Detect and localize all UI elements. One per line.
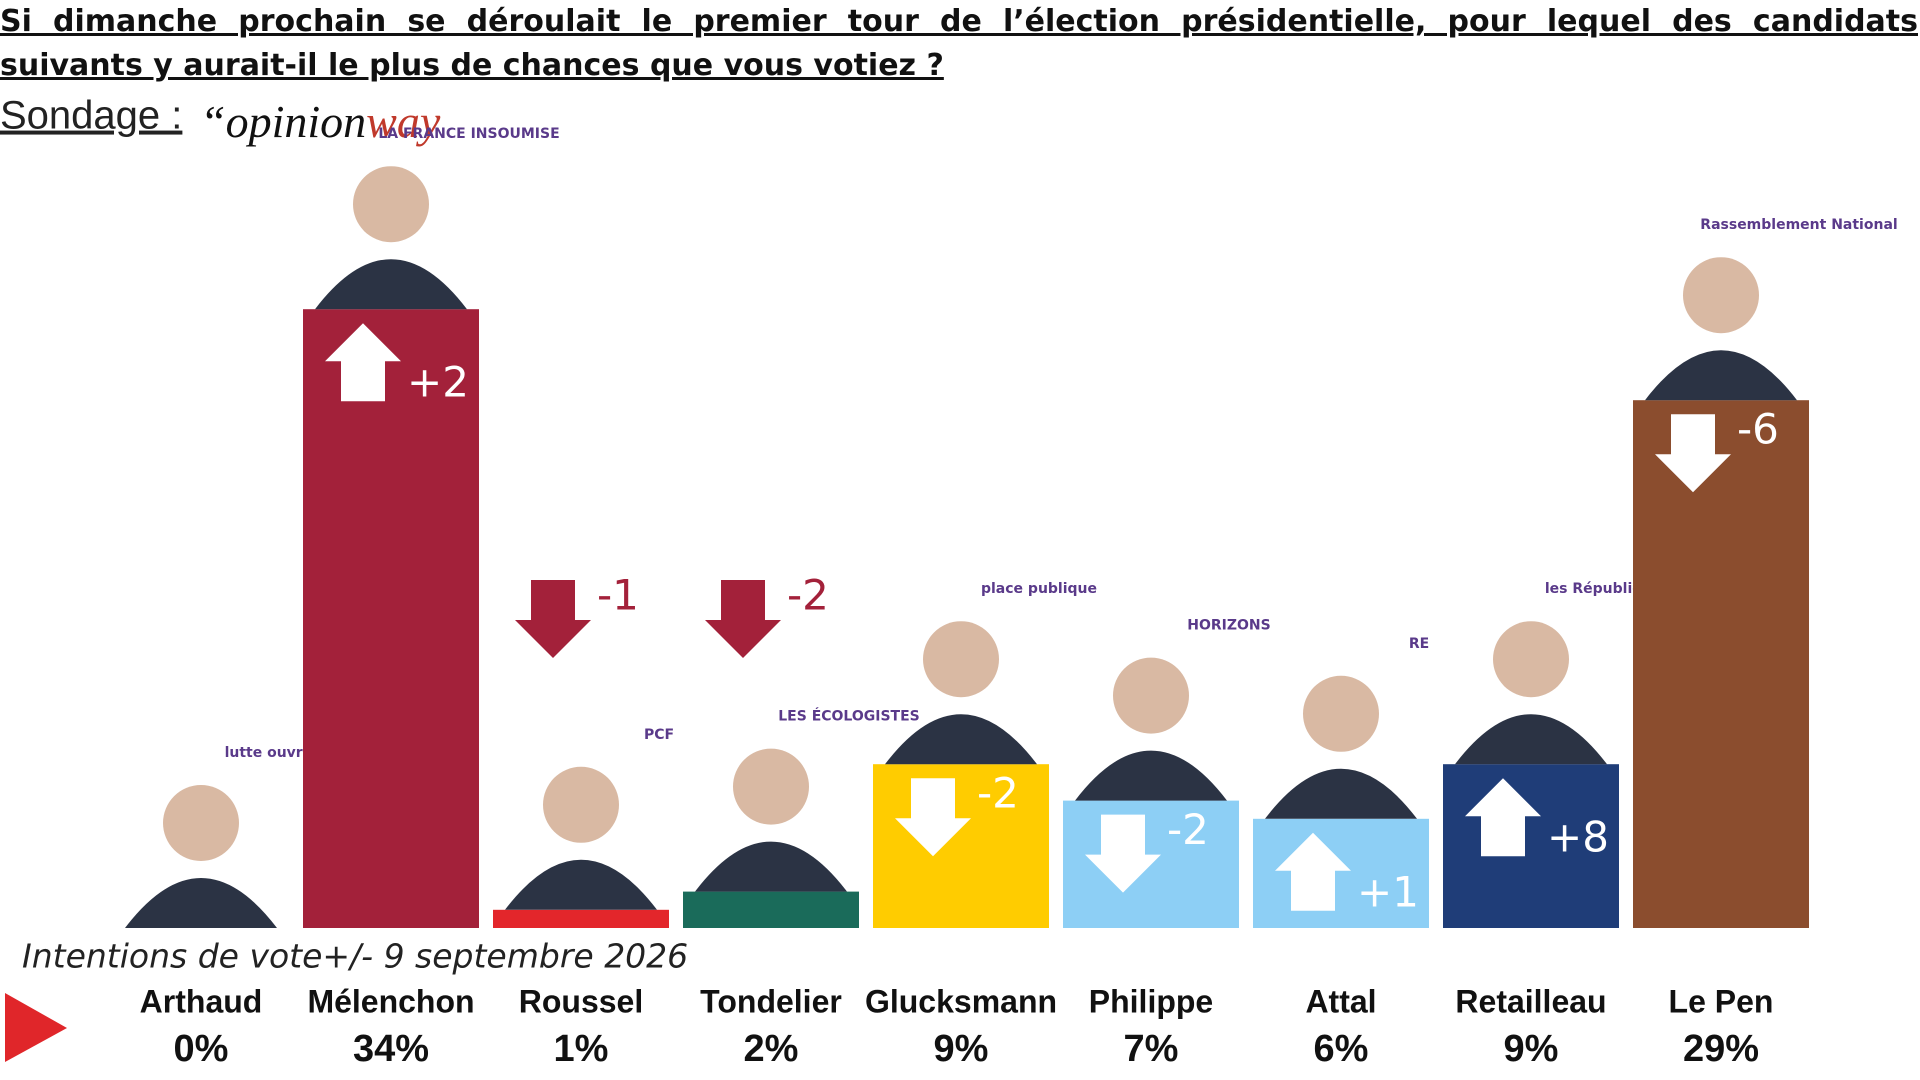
party-logo: place publique: [981, 581, 1097, 597]
value-label: 9%: [1504, 1028, 1559, 1070]
change-arrow: [515, 580, 591, 658]
candidate-body: [1265, 768, 1417, 819]
change-label: -2: [787, 571, 829, 620]
brand-part: way: [366, 96, 441, 147]
party-logo: LES ÉCOLOGISTES: [778, 708, 919, 725]
change-arrow: [1465, 778, 1541, 857]
candidate-body: [1645, 350, 1797, 401]
party-logo: LA FRANCE INSOUMISE: [378, 126, 559, 142]
candidate-head: [163, 785, 239, 861]
change-label: +8: [1547, 813, 1609, 862]
value-label: 7%: [1124, 1028, 1179, 1070]
x-tick-label: Arthaud: [140, 983, 263, 1019]
chart-title: Si dimanche prochain se déroulait le pre…: [0, 4, 1918, 83]
candidate-head: [543, 766, 619, 843]
party-logo: PCF: [644, 727, 674, 743]
brand: “opinionway: [200, 96, 441, 147]
change-label: +1: [1357, 867, 1419, 916]
candidate-head: [353, 166, 429, 243]
x-tick-label: Mélenchon: [307, 983, 474, 1019]
candidate-body: [1075, 750, 1227, 801]
candidate-body: [1455, 714, 1607, 765]
change-label: -2: [977, 769, 1019, 818]
x-tick-label: Philippe: [1089, 983, 1213, 1019]
change-label: -2: [1167, 805, 1209, 854]
value-label: 6%: [1314, 1028, 1369, 1070]
change-arrow: [1275, 832, 1351, 911]
x-tick-label: Glucksmann: [865, 983, 1057, 1019]
change-arrow: [895, 778, 971, 857]
bar: [683, 891, 859, 928]
candidate-head: [1113, 657, 1189, 734]
value-label: 9%: [934, 1028, 989, 1070]
bar: [303, 309, 479, 928]
candidate-body: [125, 878, 277, 928]
candidate-body: [315, 259, 467, 310]
value-label: 0%: [174, 1028, 229, 1070]
value-label: 1%: [554, 1028, 609, 1070]
bar: [1443, 764, 1619, 928]
x-tick-label: Le Pen: [1669, 983, 1774, 1019]
party-logo: Rassemblement National: [1700, 217, 1897, 233]
play-icon: [5, 993, 67, 1062]
x-tick-label: Roussel: [519, 983, 643, 1019]
bar: [1633, 400, 1809, 928]
bar: [493, 909, 669, 928]
candidate-body: [505, 859, 657, 910]
bar: [1253, 818, 1429, 928]
x-tick-label: Attal: [1305, 983, 1376, 1019]
candidate-head: [733, 748, 809, 825]
bar: [873, 764, 1049, 928]
candidate-head: [1493, 621, 1569, 698]
x-tick-label: Retailleau: [1455, 983, 1606, 1019]
change-label: -1: [597, 571, 639, 620]
change-label: -6: [1737, 405, 1779, 454]
footnote: Intentions de vote+/- 9 septembre 2026: [22, 937, 688, 976]
candidate-head: [1303, 675, 1379, 752]
value-label: 34%: [353, 1028, 429, 1070]
candidate-head: [923, 621, 999, 698]
change-arrow: [1085, 814, 1161, 893]
subtitle: Sondage :: [0, 94, 182, 138]
candidate-body: [885, 714, 1037, 765]
change-arrow: [1655, 414, 1731, 493]
candidate-head: [1683, 257, 1759, 334]
change-arrow: [705, 580, 781, 658]
x-tick-label: Tondelier: [700, 983, 842, 1019]
value-label: 2%: [744, 1028, 799, 1070]
party-logo: HORIZONS: [1187, 618, 1270, 634]
value-label: 29%: [1683, 1028, 1759, 1070]
candidate-body: [695, 841, 847, 892]
change-label: +2: [407, 358, 469, 407]
change-arrow: [325, 323, 401, 402]
brand-part: “opinion: [200, 96, 366, 147]
party-logo: RE: [1409, 636, 1429, 652]
